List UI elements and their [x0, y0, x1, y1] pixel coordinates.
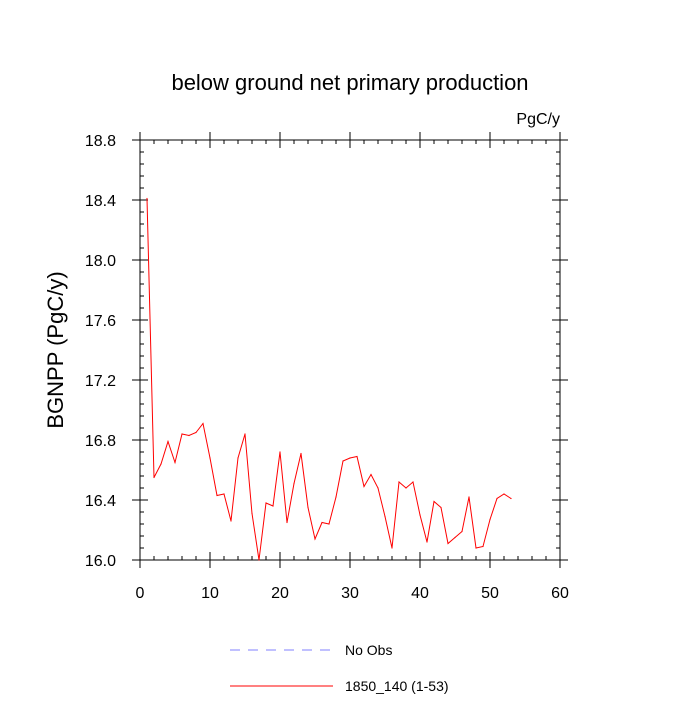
data-point [510, 497, 512, 500]
data-point [244, 433, 246, 435]
data-point [202, 422, 204, 425]
legend-label: 1850_140 (1-53) [345, 678, 449, 694]
data-point [461, 530, 463, 533]
data-point [167, 440, 169, 443]
y-tick-label: 17.2 [85, 373, 116, 390]
data-point [153, 476, 155, 479]
data-point [209, 457, 211, 459]
series-layer [146, 197, 512, 561]
data-point [314, 538, 316, 540]
x-tick-label: 60 [551, 585, 569, 602]
data-point [391, 547, 393, 549]
x-tick-label: 0 [136, 585, 145, 602]
data-point [181, 433, 183, 435]
data-point [503, 493, 505, 495]
y-tick-label: 16.0 [85, 553, 116, 570]
data-point [349, 457, 351, 459]
data-point [293, 482, 295, 485]
data-point [405, 487, 407, 489]
data-point [307, 506, 309, 509]
y-tick-label: 18.8 [85, 133, 116, 150]
chart-title: below ground net primary production [171, 70, 528, 95]
axis-ticks [132, 132, 568, 568]
data-point [272, 505, 274, 507]
data-point [433, 500, 435, 503]
data-point [440, 506, 442, 509]
data-point [279, 451, 281, 453]
data-point [146, 197, 148, 200]
data-point [475, 547, 477, 549]
data-point [160, 463, 162, 465]
legend: No Obs 1850_140 (1-53) [230, 642, 449, 694]
data-point [356, 455, 358, 458]
data-point [370, 473, 372, 476]
data-point [419, 514, 421, 516]
data-point [230, 520, 232, 522]
data-point [363, 485, 365, 488]
data-point [384, 515, 386, 518]
plot-frame [139, 139, 561, 561]
y-axis-label: BGNPP (PgC/y) [43, 271, 68, 428]
series-line [146, 198, 512, 561]
data-point [426, 541, 428, 543]
data-point [447, 542, 449, 545]
data-point [377, 487, 379, 489]
data-point [454, 536, 456, 539]
data-point [496, 497, 498, 500]
data-point [188, 434, 190, 437]
x-tick-label: 10 [201, 585, 219, 602]
data-point [237, 457, 239, 459]
axis-tick-labels: 0 10 20 30 40 50 60 16.0 16.4 16.8 17.2 17.6 18.0 18.… [85, 133, 569, 602]
units-label: PgC/y [516, 111, 560, 128]
data-point [265, 502, 267, 504]
data-point [398, 481, 400, 483]
y-tick-label: 16.8 [85, 433, 116, 450]
x-tick-label: 30 [341, 585, 359, 602]
y-tick-label: 18.4 [85, 193, 116, 210]
data-point [328, 523, 330, 525]
data-point [300, 452, 302, 455]
x-tick-label: 50 [481, 585, 499, 602]
y-tick-label: 18.0 [85, 253, 116, 270]
data-point [489, 518, 491, 521]
data-point [482, 545, 484, 548]
legend-label: No Obs [345, 642, 392, 658]
data-point [286, 521, 288, 524]
data-point [412, 481, 414, 483]
data-point [174, 461, 176, 464]
data-point [216, 494, 218, 497]
data-point [342, 460, 344, 462]
data-point [195, 431, 197, 434]
data-point [335, 496, 337, 498]
x-tick-label: 40 [411, 585, 429, 602]
data-point [251, 512, 253, 515]
x-tick-label: 20 [271, 585, 289, 602]
data-point [321, 521, 323, 524]
data-point [223, 493, 225, 495]
data-point [258, 559, 260, 561]
y-tick-label: 16.4 [85, 493, 116, 510]
y-tick-label: 17.6 [85, 313, 116, 330]
data-point [468, 496, 470, 498]
